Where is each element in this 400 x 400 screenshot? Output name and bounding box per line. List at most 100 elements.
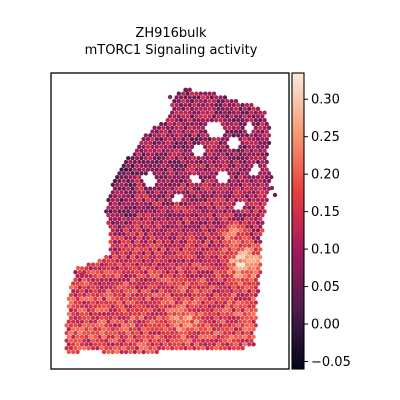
spot	[207, 289, 212, 294]
spot	[115, 175, 120, 180]
spot	[236, 346, 241, 351]
spot	[159, 273, 164, 279]
spot	[117, 254, 122, 260]
spot	[251, 311, 256, 317]
spot	[244, 140, 250, 146]
spot	[143, 156, 148, 161]
spot	[194, 197, 199, 203]
spot	[255, 289, 261, 294]
spot	[132, 258, 137, 263]
spot	[148, 232, 153, 237]
spot	[251, 144, 256, 149]
spot	[220, 121, 225, 127]
spot	[218, 110, 223, 115]
spot	[150, 342, 155, 347]
spot	[225, 220, 230, 225]
spot	[167, 243, 173, 248]
spot	[176, 235, 181, 241]
spot	[84, 304, 89, 309]
spot	[200, 102, 206, 108]
spot	[211, 342, 217, 347]
spot	[112, 232, 118, 237]
spot	[143, 194, 148, 199]
spot	[112, 178, 118, 184]
spot	[137, 327, 142, 332]
spot	[152, 315, 157, 320]
spot	[216, 258, 221, 263]
spot	[143, 171, 148, 176]
spot	[244, 285, 250, 290]
spot	[249, 315, 254, 320]
spot	[108, 315, 113, 320]
spot	[176, 266, 181, 271]
spot	[165, 239, 170, 244]
spot	[167, 121, 173, 127]
spot	[244, 262, 250, 267]
spot	[229, 258, 234, 263]
spot	[242, 296, 247, 301]
spot	[154, 235, 159, 241]
spot	[156, 292, 162, 298]
spot	[154, 281, 159, 286]
spot	[86, 308, 91, 313]
spot	[176, 175, 181, 180]
spot	[145, 266, 151, 271]
spot	[77, 330, 82, 336]
spot	[152, 133, 157, 138]
spot	[200, 308, 206, 313]
spot	[73, 323, 78, 328]
spot	[88, 334, 93, 339]
spot	[203, 334, 208, 339]
spot	[262, 118, 267, 123]
spot	[117, 277, 122, 282]
spot	[145, 273, 151, 279]
spot	[163, 327, 168, 332]
spot	[229, 99, 234, 104]
spot	[205, 300, 210, 305]
spot	[115, 266, 120, 271]
spot	[77, 323, 82, 328]
spot	[101, 327, 107, 332]
spot	[205, 292, 210, 298]
spot	[161, 239, 166, 244]
spot	[128, 228, 133, 233]
spot	[156, 194, 162, 199]
spot	[117, 216, 122, 222]
spot	[200, 247, 206, 252]
spot	[260, 144, 265, 149]
spot	[233, 327, 239, 332]
spot	[196, 102, 201, 108]
colorbar-ticks: −0.050.000.050.100.150.200.250.30	[304, 93, 351, 370]
spot	[240, 232, 245, 237]
spot	[225, 197, 230, 203]
spot	[227, 285, 232, 290]
spot	[240, 224, 245, 229]
spot	[137, 167, 142, 172]
spot	[154, 304, 159, 309]
spot	[148, 156, 153, 161]
spot	[205, 110, 210, 115]
spot	[130, 224, 135, 229]
spot	[196, 285, 201, 290]
spot	[181, 182, 186, 187]
spot	[165, 171, 170, 176]
spot	[174, 140, 179, 146]
spot	[200, 239, 206, 244]
spot	[161, 338, 166, 343]
spot	[192, 95, 197, 100]
spot	[123, 304, 129, 309]
spot	[139, 270, 144, 275]
spot	[231, 239, 236, 244]
spot	[112, 247, 118, 252]
spot	[183, 148, 188, 153]
spot	[255, 228, 261, 233]
spot	[251, 129, 256, 134]
spot	[222, 338, 228, 343]
spot	[165, 323, 170, 328]
spot	[106, 334, 111, 339]
spot	[207, 99, 212, 104]
spot	[200, 277, 206, 282]
spot	[233, 175, 239, 180]
spot	[244, 133, 250, 138]
spot	[137, 228, 142, 233]
